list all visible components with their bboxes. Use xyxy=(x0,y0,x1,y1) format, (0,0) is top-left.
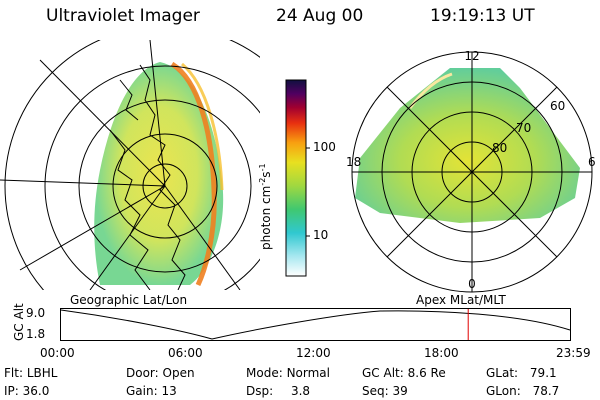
geographic-image-panel xyxy=(0,40,260,290)
altitude-ylabel: GC Alt xyxy=(12,303,26,341)
geographic-grid xyxy=(0,40,260,290)
altitude-xtick-2359: 23:59 xyxy=(556,346,591,360)
colorbar xyxy=(285,79,310,277)
aurora-emission-region xyxy=(94,62,224,285)
date-label: 24 Aug 00 xyxy=(276,6,364,26)
mlat-label-60: 60 xyxy=(550,99,565,113)
time-label: 19:19:13 UT xyxy=(430,6,535,26)
gc-alt-field: GC Alt: 8.6 Re xyxy=(362,366,446,380)
ip-field: IP: 36.0 xyxy=(4,384,50,398)
mlt-label-6: 6 xyxy=(588,155,596,169)
coastline xyxy=(139,64,186,290)
altitude-xtick-0600: 06:00 xyxy=(168,346,203,360)
altitude-xtick-1200: 12:00 xyxy=(296,346,331,360)
mlat-label-70: 70 xyxy=(516,121,531,135)
dsp-field: Dsp: 3.8 xyxy=(246,384,311,398)
colorbar-tick-100: 100 xyxy=(313,140,336,154)
mlt-label-12: 12 xyxy=(464,49,479,63)
altitude-plot-frame xyxy=(60,308,571,341)
glat-field: GLat: 79.1 xyxy=(486,366,557,380)
mlt-label-0: 0 xyxy=(468,277,476,291)
altitude-xtick-1800: 18:00 xyxy=(424,346,459,360)
altitude-ytick-max: 9.0 xyxy=(26,306,46,320)
instrument-title: Ultraviolet Imager xyxy=(46,6,200,26)
colorbar-ramp xyxy=(285,79,307,277)
polar-grid xyxy=(351,51,593,293)
mlat-label-80: 80 xyxy=(492,141,507,155)
colorbar-tick-10: 10 xyxy=(313,228,329,242)
altitude-ytick-min: 1.8 xyxy=(26,327,46,341)
gain-field: Gain: 13 xyxy=(126,384,177,398)
altitude-curve xyxy=(60,309,571,340)
mlt-label-18: 18 xyxy=(346,155,361,169)
altitude-plot xyxy=(60,308,571,341)
seq-field: Seq: 39 xyxy=(362,384,408,398)
coastline-2 xyxy=(109,129,151,290)
filter-field: Flt: LBHL xyxy=(4,366,58,380)
apex-caption: Apex MLat/MLT xyxy=(416,293,506,307)
geographic-caption: Geographic Lat/Lon xyxy=(70,293,188,307)
coastline-3 xyxy=(119,79,139,121)
polar-mlt-panel: 12 18 6 0 60 70 80 xyxy=(346,49,596,293)
door-field: Door: Open xyxy=(126,366,195,380)
polar-emission-region xyxy=(355,68,580,223)
colorbar-unit-label: photon cm-2s-1 xyxy=(258,163,273,250)
glon-field: GLon: 78.7 xyxy=(486,384,560,398)
aurora-oval-band xyxy=(170,61,217,287)
mode-field: Mode: Normal xyxy=(246,366,330,380)
altitude-xtick-0000: 00:00 xyxy=(40,346,75,360)
